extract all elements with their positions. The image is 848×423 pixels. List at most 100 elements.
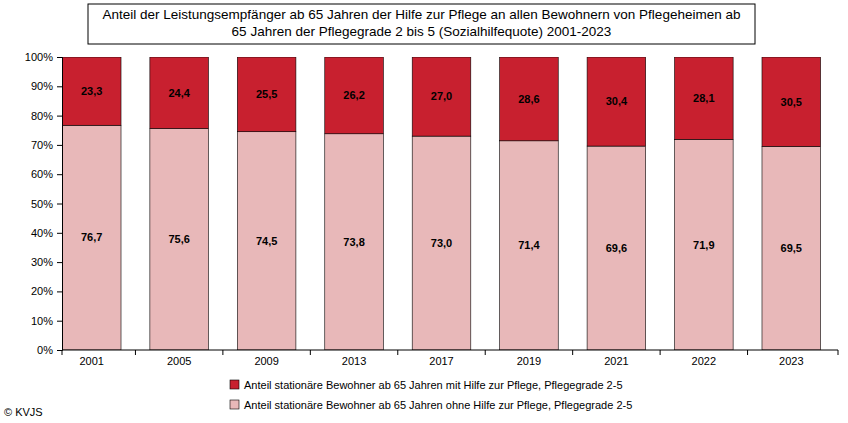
x-axis: 2001 2005 2009 2013 2017 2019 2021 2022 2023 xyxy=(79,355,803,367)
y-tick-label: 0% xyxy=(37,344,53,356)
bar-segment xyxy=(325,57,384,134)
bar-segment xyxy=(150,57,209,128)
bar-segment xyxy=(325,134,384,350)
y-tick-mark xyxy=(57,57,62,58)
bar-segment xyxy=(762,57,821,146)
x-tick: 2001 xyxy=(79,355,103,367)
y-tick: 10% xyxy=(31,315,62,327)
x-tick: 2013 xyxy=(342,355,366,367)
data-label: 71,9 xyxy=(693,239,714,251)
y-tick: 80% xyxy=(31,110,62,122)
x-tick-mark xyxy=(62,350,63,355)
data-label: 24,4 xyxy=(168,87,190,99)
y-tick-label: 20% xyxy=(31,285,53,297)
data-label: 30,4 xyxy=(606,95,628,107)
x-tick-label: 2005 xyxy=(167,355,191,367)
x-tick-mark xyxy=(572,350,573,355)
y-tick: 50% xyxy=(31,198,62,210)
data-label: 69,5 xyxy=(781,242,802,254)
y-tick-mark xyxy=(57,321,62,322)
y-axis-line xyxy=(57,58,63,351)
data-label: 28,6 xyxy=(518,93,539,105)
legend-swatch xyxy=(230,380,239,389)
x-tick-label: 2009 xyxy=(254,355,278,367)
x-tick-label: 2021 xyxy=(604,355,628,367)
y-tick: 30% xyxy=(31,256,62,268)
y-tick-mark xyxy=(57,204,62,205)
x-tick-label: 2017 xyxy=(429,355,453,367)
y-tick-mark xyxy=(57,291,62,292)
x-tick: 2005 xyxy=(167,355,191,367)
data-label: 69,6 xyxy=(606,242,627,254)
x-tick: 2022 xyxy=(692,355,716,367)
data-label: 74,5 xyxy=(256,235,277,247)
data-labels: 76,7 75,6 74,5 73,8 73,0 71,4 69,6 71,9 69,5 23,3… xyxy=(81,85,802,254)
data-label: 76,7 xyxy=(81,231,102,243)
data-label: 71,4 xyxy=(518,239,540,251)
bar-segment xyxy=(675,139,734,350)
y-tick-label: 100% xyxy=(25,51,53,63)
data-label: 75,6 xyxy=(168,233,189,245)
y-tick-label: 60% xyxy=(31,168,53,180)
legend-swatch xyxy=(230,400,239,409)
x-tick-label: 2019 xyxy=(517,355,541,367)
bar-segment xyxy=(237,132,296,350)
bar-segment xyxy=(500,57,559,141)
bar-segment xyxy=(237,57,296,132)
title-box xyxy=(88,4,755,44)
y-tick-mark xyxy=(57,262,62,263)
x-tick-mark xyxy=(838,350,839,355)
x-tick: 2019 xyxy=(517,355,541,367)
legend-label: Anteil stationäre Bewohner ab 65 Jahren … xyxy=(244,379,623,391)
y-tick-mark xyxy=(57,233,62,234)
x-tick: 2017 xyxy=(429,355,453,367)
y-tick-mark xyxy=(57,86,62,87)
y-tick-mark xyxy=(57,145,62,146)
x-tick-mark xyxy=(310,350,311,355)
y-tick-label: 50% xyxy=(31,198,53,210)
x-tick: 2021 xyxy=(604,355,628,367)
bar-segment xyxy=(675,57,734,139)
x-tick-mark xyxy=(747,350,748,355)
x-tick-label: 2001 xyxy=(79,355,103,367)
y-tick: 60% xyxy=(31,168,62,180)
y-tick-label: 80% xyxy=(31,110,53,122)
bar-segment xyxy=(587,146,646,350)
y-tick-label: 10% xyxy=(31,315,53,327)
bar-segment xyxy=(762,146,821,350)
bar-segment xyxy=(150,128,209,350)
y-tick-mark xyxy=(57,350,62,351)
title: Anteil der Leistungsempfänger ab 65 Jahr… xyxy=(103,7,741,39)
y-tick: 20% xyxy=(31,285,62,297)
y-tick: 100% xyxy=(25,51,62,63)
x-tick-label: 2022 xyxy=(692,355,716,367)
y-tick: 0% xyxy=(37,344,62,356)
x-tick: 2023 xyxy=(779,355,803,367)
bar-segment xyxy=(500,141,559,350)
legend-label: Anteil stationäre Bewohner ab 65 Jahren … xyxy=(244,399,632,411)
bar-segment xyxy=(412,57,471,136)
bar-segment xyxy=(412,136,471,350)
data-label: 28,1 xyxy=(693,92,714,104)
x-tick-label: 2023 xyxy=(779,355,803,367)
y-tick-label: 90% xyxy=(31,80,53,92)
x-tick-mark xyxy=(485,350,486,355)
data-label: 73,0 xyxy=(431,237,452,249)
data-label: 27,0 xyxy=(431,90,452,102)
y-axis: 0%10%20%30%40%50%60%70%80%90%100% xyxy=(25,51,63,356)
y-tick: 90% xyxy=(31,80,62,92)
bar-segment xyxy=(62,125,121,350)
bar-segment xyxy=(587,57,646,146)
x-axis-line xyxy=(62,350,838,351)
chart: Anteil der Leistungsempfänger ab 65 Jahr… xyxy=(0,0,848,423)
y-tick-mark xyxy=(57,174,62,175)
data-label: 26,2 xyxy=(343,89,364,101)
y-tick-mark xyxy=(57,116,62,117)
y-tick-label: 30% xyxy=(31,256,53,268)
data-label: 73,8 xyxy=(343,236,364,248)
y-tick: 70% xyxy=(31,139,62,151)
legend: Anteil stationäre Bewohner ab 65 Jahren … xyxy=(230,379,632,411)
x-tick-mark xyxy=(660,350,661,355)
bar-segment xyxy=(62,57,121,125)
data-label: 23,3 xyxy=(81,85,102,97)
